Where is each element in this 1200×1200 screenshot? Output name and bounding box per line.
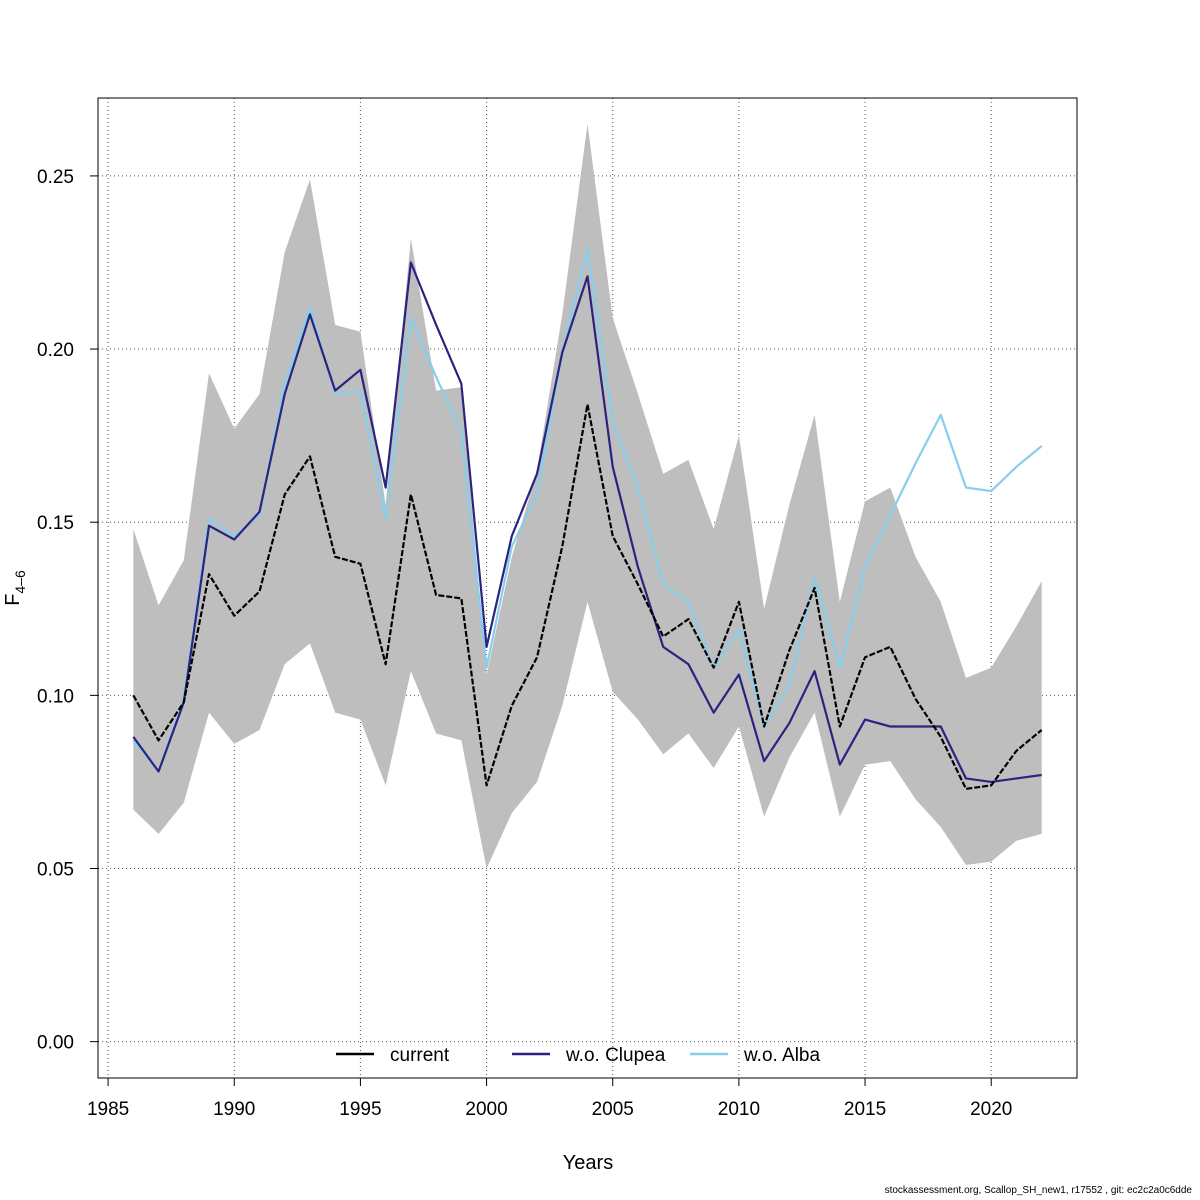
- y-axis-title-main: F: [2, 594, 24, 606]
- series-line-current: [132, 403, 1043, 790]
- series-line-w-o-clupea: [132, 261, 1042, 784]
- legend-label-current: current: [390, 1045, 450, 1066]
- x-tick-label-2000: 2000: [465, 1099, 507, 1120]
- y-tick-label-0.15: 0.15: [37, 513, 74, 534]
- y-tick-label-0.25: 0.25: [37, 167, 74, 188]
- legend-label-w-o-clupea: w.o. Clupea: [565, 1045, 666, 1066]
- y-tick-label-0.10: 0.10: [37, 686, 74, 707]
- x-axis-title: Years: [563, 1152, 613, 1174]
- x-tick-label-2010: 2010: [718, 1099, 760, 1120]
- series-layer: [132, 247, 1043, 790]
- series-line-w-o-alba: [132, 247, 1043, 773]
- y-axis-title-subscript: 4–6: [12, 570, 28, 594]
- x-tick-label-2005: 2005: [592, 1099, 634, 1120]
- y-tick-label-0.05: 0.05: [37, 859, 74, 880]
- y-axis-title: F4–6: [2, 570, 28, 606]
- footer-credit: stockassessment.org, Scallop_SH_new1, r1…: [884, 1185, 1192, 1196]
- confidence-band: [133, 123, 1042, 869]
- x-tick-label-1985: 1985: [87, 1099, 129, 1120]
- y-tick-label-0.00: 0.00: [37, 1033, 74, 1054]
- legend: current w.o. Clupea w.o. Alba: [336, 1045, 820, 1066]
- axes: 1985 1990 1995 2000 2005 2010 2015 2020 0.00 0.05…: [37, 167, 1012, 1120]
- x-tick-label-2015: 2015: [844, 1099, 886, 1120]
- grid: [98, 98, 1077, 1078]
- legend-label-w-o-alba: w.o. Alba: [743, 1045, 820, 1066]
- x-tick-label-1995: 1995: [339, 1099, 381, 1120]
- x-tick-label-2020: 2020: [970, 1099, 1012, 1120]
- x-tick-label-1990: 1990: [213, 1099, 255, 1120]
- confidence-band-layer: [133, 123, 1042, 869]
- y-tick-label-0.20: 0.20: [37, 340, 74, 361]
